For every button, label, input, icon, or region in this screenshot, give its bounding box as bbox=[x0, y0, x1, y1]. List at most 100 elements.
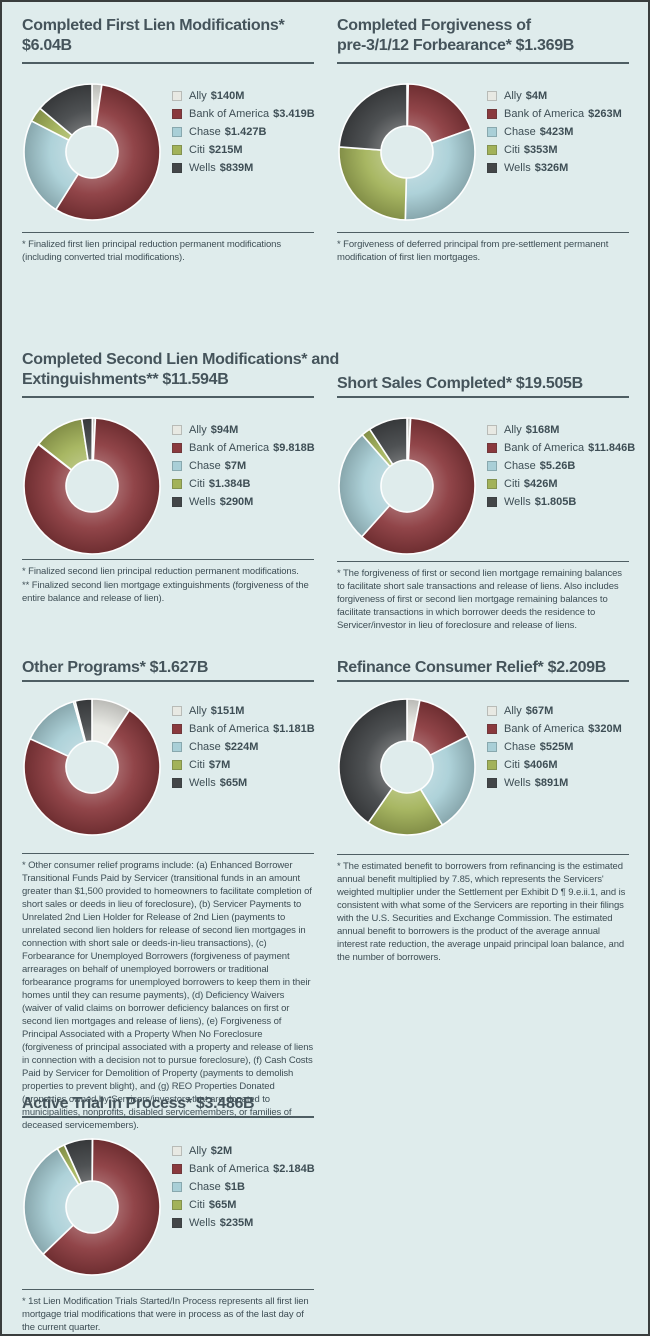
legend-label: Ally bbox=[189, 1145, 207, 1157]
chart-area: Ally $67M Bank of America $320M Chase $525M Ci… bbox=[337, 697, 629, 837]
chart-area: Ally $140M Bank of America $3.419B Chase $1.4… bbox=[22, 82, 315, 222]
legend-value: $7M bbox=[208, 759, 231, 771]
chart-title: Refinance Consumer Relief* $2.209B bbox=[337, 658, 629, 678]
legend-item: Ally $168M bbox=[487, 424, 635, 436]
legend-item: Chase $1.427B bbox=[172, 126, 315, 138]
legend-swatch-wells bbox=[487, 163, 497, 173]
chart-legend: Ally $168M Bank of America $11.846B Chase $5.… bbox=[477, 416, 635, 514]
legend-label: Bank of America bbox=[189, 1163, 270, 1175]
chart-legend: Ally $67M Bank of America $320M Chase $525M Ci… bbox=[477, 697, 622, 795]
chart-section-other-programs: Other Programs* $1.627B Ally $151M Bank of… bbox=[22, 658, 315, 1131]
donut-segment-wells bbox=[338, 83, 408, 151]
chart-legend: Ally $2M Bank of America $2.184B Chase $1B Cit… bbox=[162, 1137, 315, 1235]
legend-label: Chase bbox=[504, 741, 536, 753]
footnote-text: * Finalized second lien principal reduct… bbox=[22, 566, 299, 577]
legend-swatch-chase bbox=[487, 742, 497, 752]
chart-legend: Ally $140M Bank of America $3.419B Chase $1.4… bbox=[162, 82, 315, 180]
donut-segment-wells bbox=[74, 698, 93, 743]
legend-item: Citi $426M bbox=[487, 478, 635, 490]
donut-segment-chase bbox=[404, 127, 476, 221]
legend-swatch-citi bbox=[172, 145, 182, 155]
footnote: * Forgiveness of deferred principal from… bbox=[337, 232, 629, 265]
chart-title-line: Refinance Consumer Relief* $2.209B bbox=[337, 659, 607, 676]
legend-label: Chase bbox=[189, 741, 221, 753]
legend-swatch-ally bbox=[487, 706, 497, 716]
footnote-text: * Forgiveness of deferred principal from… bbox=[337, 239, 609, 263]
chart-legend: Ally $94M Bank of America $9.818B Chase $7M Ci… bbox=[162, 416, 315, 514]
donut-segment-bank-of-america bbox=[54, 83, 161, 221]
legend-swatch-bank-of-america bbox=[172, 1164, 182, 1174]
legend-item: Wells $235M bbox=[172, 1217, 315, 1229]
chart-title-line: Other Programs* $1.627B bbox=[22, 659, 209, 676]
title-rule bbox=[337, 680, 629, 682]
chart-section-short-sales: Short Sales Completed* $19.505B Ally $168… bbox=[337, 350, 635, 631]
legend-value: $426M bbox=[523, 478, 558, 490]
legend-item: Wells $65M bbox=[172, 777, 315, 789]
legend-swatch-bank-of-america bbox=[172, 109, 182, 119]
legend-value: $235M bbox=[219, 1217, 254, 1229]
legend-swatch-citi bbox=[487, 145, 497, 155]
legend-swatch-ally bbox=[487, 91, 497, 101]
title-rule bbox=[22, 680, 314, 682]
legend-swatch-citi bbox=[172, 760, 182, 770]
legend-swatch-chase bbox=[172, 461, 182, 471]
legend-value: $215M bbox=[208, 144, 243, 156]
legend-value: $65M bbox=[219, 777, 248, 789]
chart-section-second-lien: Completed Second Lien Modifications* and… bbox=[22, 350, 339, 604]
legend-item: Wells $1.805B bbox=[487, 496, 635, 508]
legend-item: Chase $1B bbox=[172, 1181, 315, 1193]
chart-area: Ally $2M Bank of America $2.184B Chase $1B Cit… bbox=[22, 1137, 315, 1277]
legend-swatch-ally bbox=[172, 706, 182, 716]
legend-value: $1.181B bbox=[273, 723, 315, 735]
legend-label: Citi bbox=[504, 144, 520, 156]
legend-value: $4M bbox=[525, 90, 548, 102]
legend-swatch-ally bbox=[487, 425, 497, 435]
legend-label: Wells bbox=[189, 162, 216, 174]
legend-swatch-ally bbox=[172, 1146, 182, 1156]
legend-value: $1.427B bbox=[224, 126, 267, 138]
legend-label: Wells bbox=[504, 162, 531, 174]
footnote: * The estimated benefit to borrowers fro… bbox=[337, 854, 629, 965]
footnote: * Other consumer relief programs include… bbox=[22, 853, 314, 1133]
chart-title: Completed First Lien Modifications* $6.0… bbox=[22, 16, 314, 60]
legend-item: Ally $67M bbox=[487, 705, 622, 717]
legend-swatch-ally bbox=[172, 91, 182, 101]
chart-title-line: Completed First Lien Modifications* bbox=[22, 17, 285, 34]
legend-swatch-citi bbox=[172, 479, 182, 489]
legend-value: $839M bbox=[219, 162, 254, 174]
legend-value: $2.184B bbox=[273, 1163, 315, 1175]
donut-segment-chase bbox=[23, 1147, 80, 1256]
legend-swatch-wells bbox=[487, 778, 497, 788]
chart-title-line: Extinguishments** $11.594B bbox=[22, 371, 229, 388]
chart-title: Short Sales Completed* $19.505B bbox=[337, 350, 629, 394]
legend-value: $168M bbox=[525, 424, 560, 436]
chart-title: Active Trial in Process* $3.486B bbox=[22, 1094, 314, 1114]
legend-label: Bank of America bbox=[189, 108, 270, 120]
legend-value: $525M bbox=[539, 741, 574, 753]
legend-label: Chase bbox=[189, 1181, 221, 1193]
footnote: * Finalized first lien principal reducti… bbox=[22, 232, 314, 265]
donut-segment-chase bbox=[23, 119, 80, 211]
legend-item: Citi $406M bbox=[487, 759, 622, 771]
donut-segment-chase bbox=[419, 735, 476, 827]
legend-swatch-bank-of-america bbox=[487, 443, 497, 453]
legend-label: Citi bbox=[189, 1199, 205, 1211]
legend-label: Ally bbox=[189, 705, 207, 717]
legend-item: Bank of America $11.846B bbox=[487, 442, 635, 454]
chart-title: Completed Second Lien Modifications* and… bbox=[22, 350, 339, 394]
chart-area: Ally $168M Bank of America $11.846B Chase $5.… bbox=[337, 416, 635, 556]
legend-label: Chase bbox=[189, 460, 221, 472]
legend-item: Bank of America $263M bbox=[487, 108, 622, 120]
chart-title: Other Programs* $1.627B bbox=[22, 658, 314, 678]
legend-swatch-bank-of-america bbox=[172, 724, 182, 734]
legend-swatch-citi bbox=[487, 760, 497, 770]
legend-swatch-wells bbox=[172, 163, 182, 173]
chart-legend: Ally $4M Bank of America $263M Chase $423M Cit… bbox=[477, 82, 622, 180]
donut-chart bbox=[338, 83, 476, 221]
legend-value: $1.805B bbox=[534, 496, 577, 508]
legend-value: $290M bbox=[219, 496, 254, 508]
legend-item: Wells $326M bbox=[487, 162, 622, 174]
legend-swatch-chase bbox=[172, 1182, 182, 1192]
chart-area: Ally $94M Bank of America $9.818B Chase $7M Ci… bbox=[22, 416, 315, 556]
donut-chart bbox=[23, 698, 161, 836]
